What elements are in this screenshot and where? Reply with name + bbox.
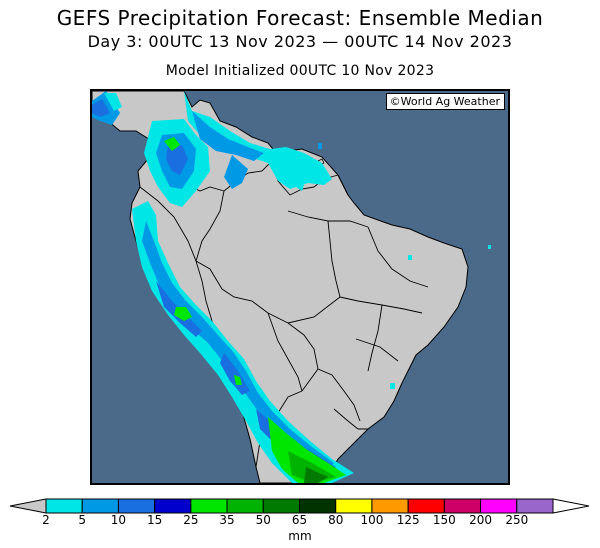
legend-swatch	[371, 498, 409, 514]
legend-tick-label: 25	[183, 513, 199, 527]
legend-swatch	[407, 498, 445, 514]
legend-tick-label: 80	[328, 513, 344, 527]
legend-tick-label: 200	[469, 513, 493, 527]
legend-swatch	[154, 498, 192, 514]
legend-swatch	[335, 498, 373, 514]
precipitation-map: ©World Ag Weather	[90, 89, 510, 485]
legend-arrow-low	[9, 498, 47, 514]
legend-swatch	[117, 498, 156, 514]
credit-label: ©World Ag Weather	[385, 93, 505, 110]
legend-swatch	[299, 498, 337, 514]
legend-tick-label: 50	[255, 513, 271, 527]
legend-arrow-high	[552, 498, 590, 514]
legend-tick-label: 65	[291, 513, 308, 527]
map-canvas	[92, 91, 491, 483]
model-init-time: Model Initialized 00UTC 10 Nov 2023	[165, 63, 435, 79]
legend-tick-label: 150	[432, 513, 456, 527]
legend-swatch	[480, 498, 518, 514]
legend-tick-label: 5	[78, 513, 87, 527]
legend-tick-label: 10	[110, 513, 127, 527]
legend-swatch	[45, 498, 83, 514]
legend-tick-label: 100	[360, 513, 384, 527]
legend-swatch	[443, 498, 482, 514]
legend-unit: mm	[288, 529, 312, 543]
legend-tick-label: 125	[396, 513, 420, 527]
forecast-period: Day 3: 00UTC 13 Nov 2023 — 00UTC 14 Nov …	[87, 32, 513, 51]
legend-swatch	[516, 498, 554, 514]
legend-swatch	[81, 498, 119, 514]
legend-tick-label: 250	[505, 513, 529, 527]
legend-swatch	[262, 498, 300, 514]
chart-title: GEFS Precipitation Forecast: Ensemble Me…	[56, 6, 544, 30]
legend-tick-label: 15	[147, 513, 163, 527]
legend-swatch	[190, 498, 228, 514]
precip-fields	[92, 91, 491, 483]
legend-tick-label: 2	[42, 513, 50, 527]
legend-swatch	[226, 498, 264, 514]
legend-colorbar	[9, 498, 590, 514]
legend-tick-label: 35	[219, 513, 235, 527]
